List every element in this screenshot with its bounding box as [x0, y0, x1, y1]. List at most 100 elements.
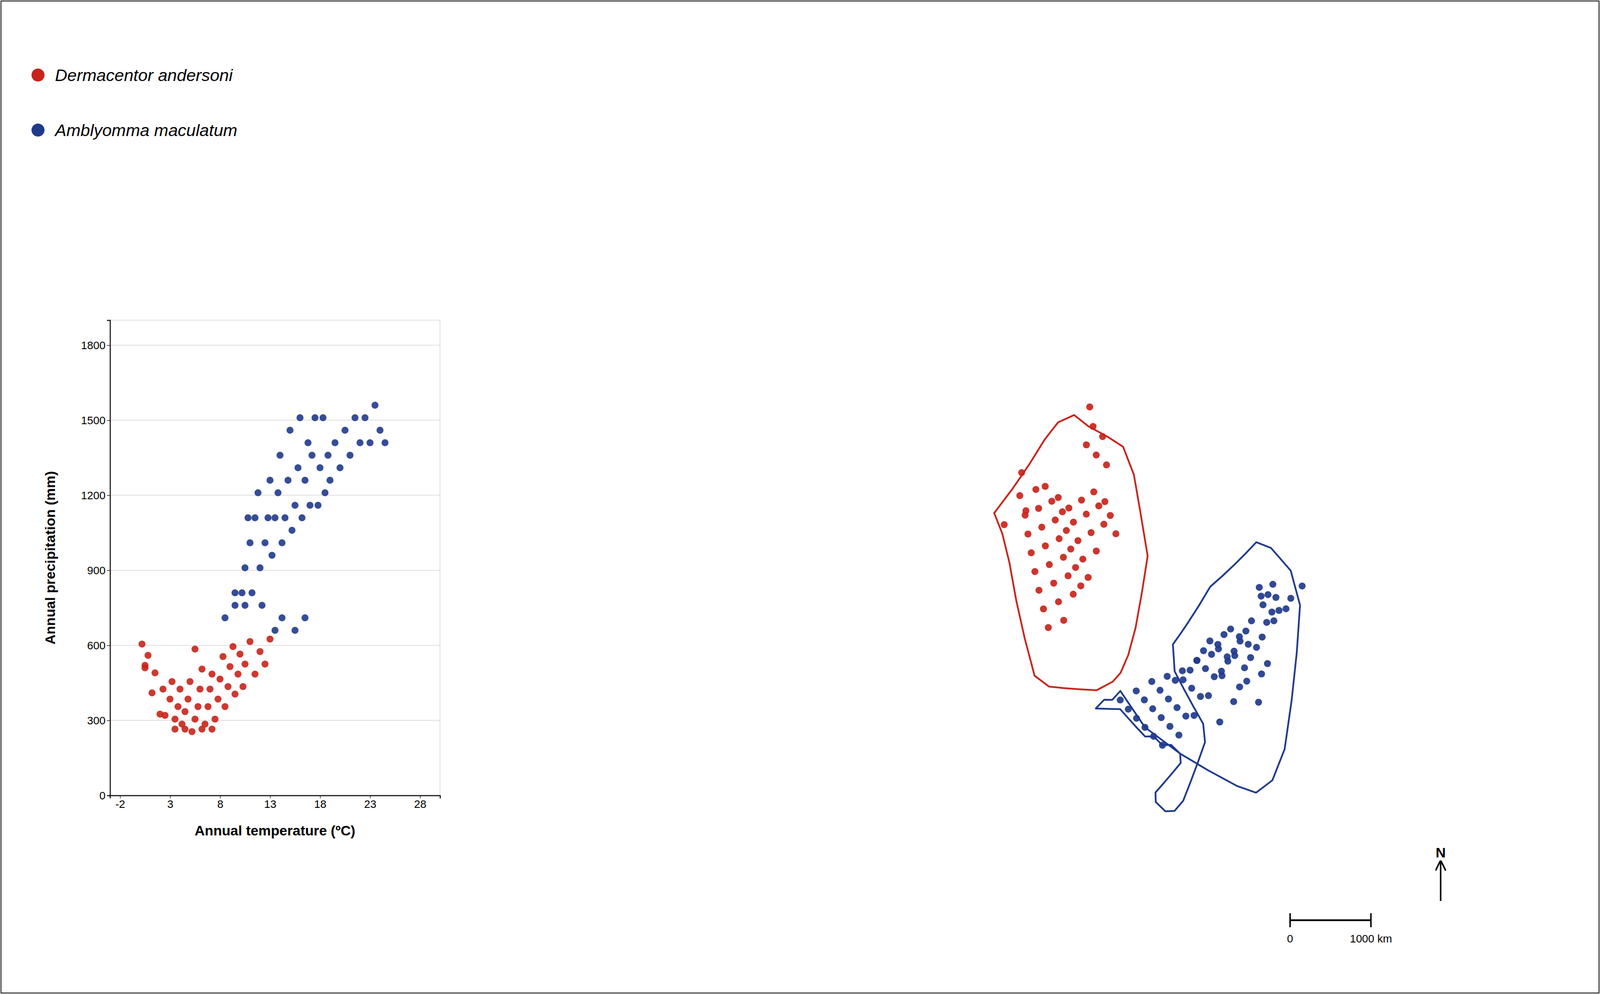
map-point	[1259, 601, 1267, 608]
legend-label: Amblyomma maculatum	[54, 120, 238, 140]
map-point	[1173, 703, 1181, 711]
scatter-point	[236, 650, 244, 658]
map-point	[1067, 545, 1075, 552]
scatter-point	[138, 640, 146, 648]
scatter-point	[231, 601, 239, 609]
scatter-point	[191, 645, 199, 653]
map-point	[1166, 722, 1174, 730]
map-point	[1112, 530, 1120, 537]
map-point	[1223, 653, 1231, 660]
scatter-point	[366, 439, 374, 446]
scatter-point	[376, 426, 384, 434]
scatter-point	[308, 451, 316, 459]
map-point	[1042, 542, 1049, 549]
map-point	[1000, 521, 1008, 528]
map-point	[1241, 664, 1248, 671]
map-point	[1156, 686, 1164, 694]
scatter-point	[234, 670, 242, 678]
map-point	[1101, 498, 1109, 505]
tick-mark	[107, 420, 110, 421]
scatter-point	[174, 703, 182, 710]
grid-line	[110, 344, 440, 346]
map-point	[1103, 461, 1110, 468]
map-point	[1218, 667, 1225, 675]
map-point	[1257, 592, 1265, 600]
map-point	[1032, 485, 1040, 493]
scatter-point	[221, 614, 229, 621]
map-point	[1272, 593, 1280, 601]
tick-label: 23	[364, 797, 376, 810]
scatter-point	[248, 589, 256, 596]
scatter-point	[211, 715, 219, 723]
map-point	[1220, 630, 1228, 638]
scatter-point	[246, 638, 254, 645]
map-point	[1083, 441, 1090, 448]
scatter-point	[276, 451, 284, 459]
map-point	[1243, 677, 1250, 685]
scatter-point	[161, 711, 169, 719]
scatter-point	[284, 476, 292, 484]
map-point	[1079, 555, 1087, 563]
tick: 0	[99, 789, 110, 802]
scatter-point	[168, 678, 176, 685]
scatter-point	[204, 703, 212, 710]
map-point	[1038, 523, 1046, 531]
scatter-point	[219, 653, 227, 660]
tick-label: 13	[264, 797, 276, 810]
scatter-point	[194, 703, 202, 710]
scatter-point	[264, 514, 272, 521]
map-point	[1125, 705, 1132, 713]
map-point	[1065, 504, 1073, 511]
scatter-point	[208, 725, 216, 733]
map-point	[1040, 605, 1047, 612]
scatter-point	[256, 564, 264, 571]
map-point	[1208, 650, 1215, 658]
map-point	[1190, 711, 1198, 719]
map-point	[1100, 520, 1108, 528]
scatter-point	[351, 414, 359, 421]
scatter-point	[171, 715, 179, 723]
map-point	[1206, 637, 1214, 644]
scatter-point	[206, 685, 214, 693]
scale-bar-tick	[1370, 913, 1372, 927]
map-point	[1211, 673, 1218, 680]
map-point	[1264, 591, 1272, 598]
scatter-point	[266, 476, 274, 484]
tick-label: 600	[87, 639, 106, 652]
scatter-point	[238, 589, 246, 596]
scatter-point	[301, 614, 309, 621]
map-point	[1092, 451, 1100, 459]
map-point	[1107, 511, 1114, 519]
scatter-point	[181, 725, 189, 733]
scale-bar-tick	[1289, 913, 1291, 927]
legend-item: Dermacentor andersoni	[31, 65, 234, 85]
tick-label: 3	[167, 797, 173, 810]
scatter-point	[258, 601, 266, 609]
map-point	[1084, 573, 1092, 581]
tick: -2	[115, 795, 126, 810]
map-point	[1258, 670, 1265, 677]
map-point	[1099, 433, 1106, 440]
map-point	[1270, 617, 1278, 624]
scatter-point	[144, 651, 152, 659]
legend-label: Dermacentor andersoni	[55, 65, 234, 85]
map-point	[1186, 666, 1194, 674]
scatter-point	[288, 526, 296, 534]
map-point	[1086, 403, 1093, 411]
scatter-point	[304, 439, 312, 446]
scatter-point	[148, 689, 156, 696]
tick-mark	[107, 795, 110, 796]
grid-line	[110, 644, 440, 646]
map-point	[1247, 653, 1254, 661]
map-point	[1060, 616, 1067, 624]
scatter-point	[319, 414, 327, 421]
tick: 300	[87, 714, 110, 727]
scatter-point	[346, 451, 354, 459]
map-point	[1093, 547, 1100, 554]
map-point	[1179, 676, 1187, 683]
tick-mark	[107, 645, 110, 646]
map-point	[1072, 563, 1079, 571]
map-point	[1188, 684, 1195, 692]
map-point	[1197, 692, 1204, 700]
tick: 28	[414, 795, 426, 810]
